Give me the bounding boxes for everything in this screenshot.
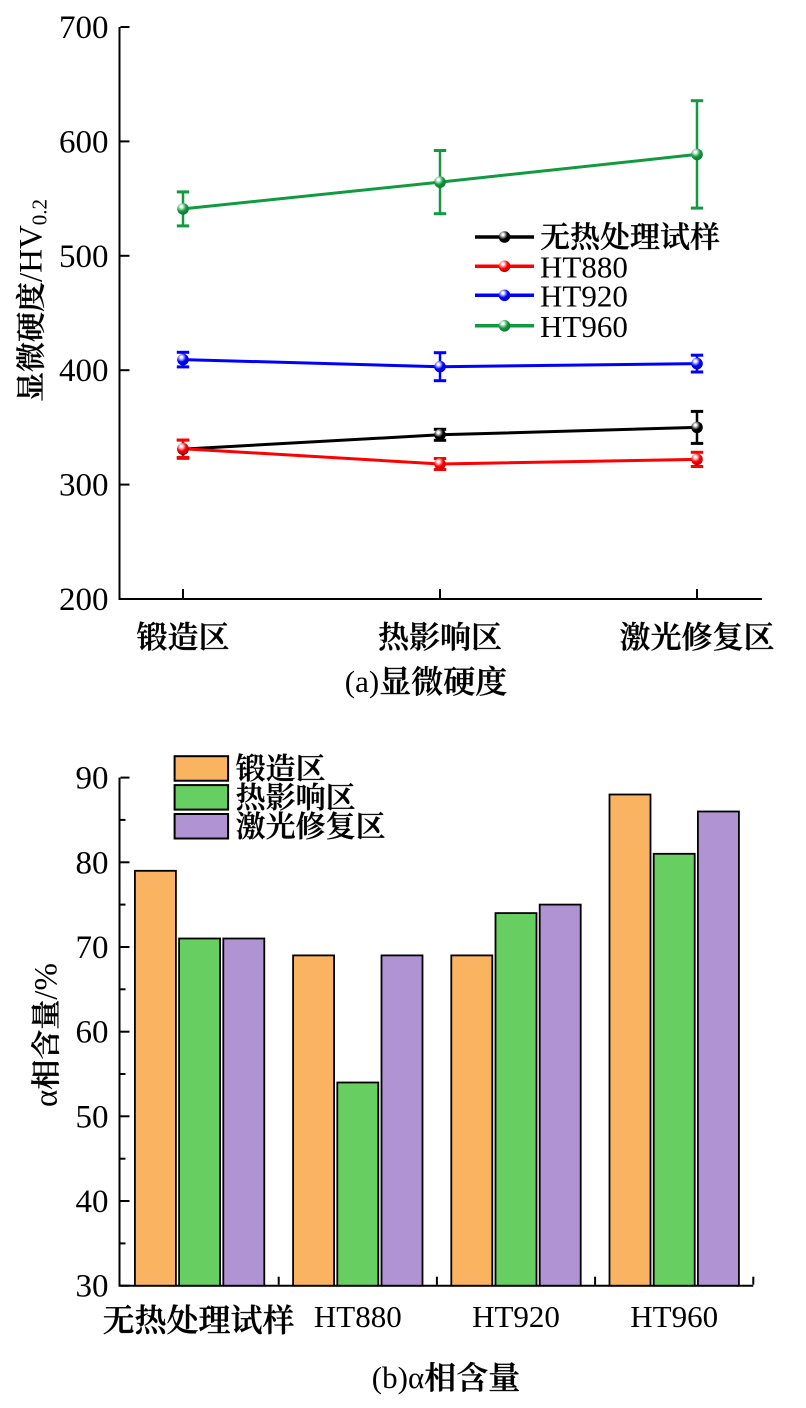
svg-text:50: 50 xyxy=(76,1099,109,1135)
svg-text:0.2: 0.2 xyxy=(28,199,52,225)
svg-text:(a): (a) xyxy=(345,664,379,699)
svg-text:30: 30 xyxy=(76,1269,109,1305)
svg-text:70: 70 xyxy=(76,930,109,966)
svg-text:(b)α: (b)α xyxy=(372,1360,424,1395)
svg-text:200: 200 xyxy=(59,582,109,618)
svg-text:500: 500 xyxy=(59,239,109,275)
svg-text:HT880: HT880 xyxy=(314,1299,402,1334)
svg-text:HT960: HT960 xyxy=(540,309,628,344)
svg-text:400: 400 xyxy=(59,353,109,389)
svg-text:700: 700 xyxy=(59,10,109,46)
svg-text:90: 90 xyxy=(76,761,109,797)
svg-text:/%: /% xyxy=(29,963,65,1000)
svg-text:HT880: HT880 xyxy=(540,249,628,284)
svg-text:600: 600 xyxy=(59,124,109,160)
svg-text:300: 300 xyxy=(59,468,109,504)
svg-text:HT960: HT960 xyxy=(630,1299,718,1334)
svg-text:60: 60 xyxy=(76,1015,109,1051)
svg-text:/HV: /HV xyxy=(14,225,50,282)
svg-text:α: α xyxy=(29,1090,65,1107)
svg-text:HT920: HT920 xyxy=(472,1299,560,1334)
svg-text:80: 80 xyxy=(76,845,109,881)
svg-text:HT920: HT920 xyxy=(540,278,628,313)
svg-text:40: 40 xyxy=(76,1184,109,1220)
